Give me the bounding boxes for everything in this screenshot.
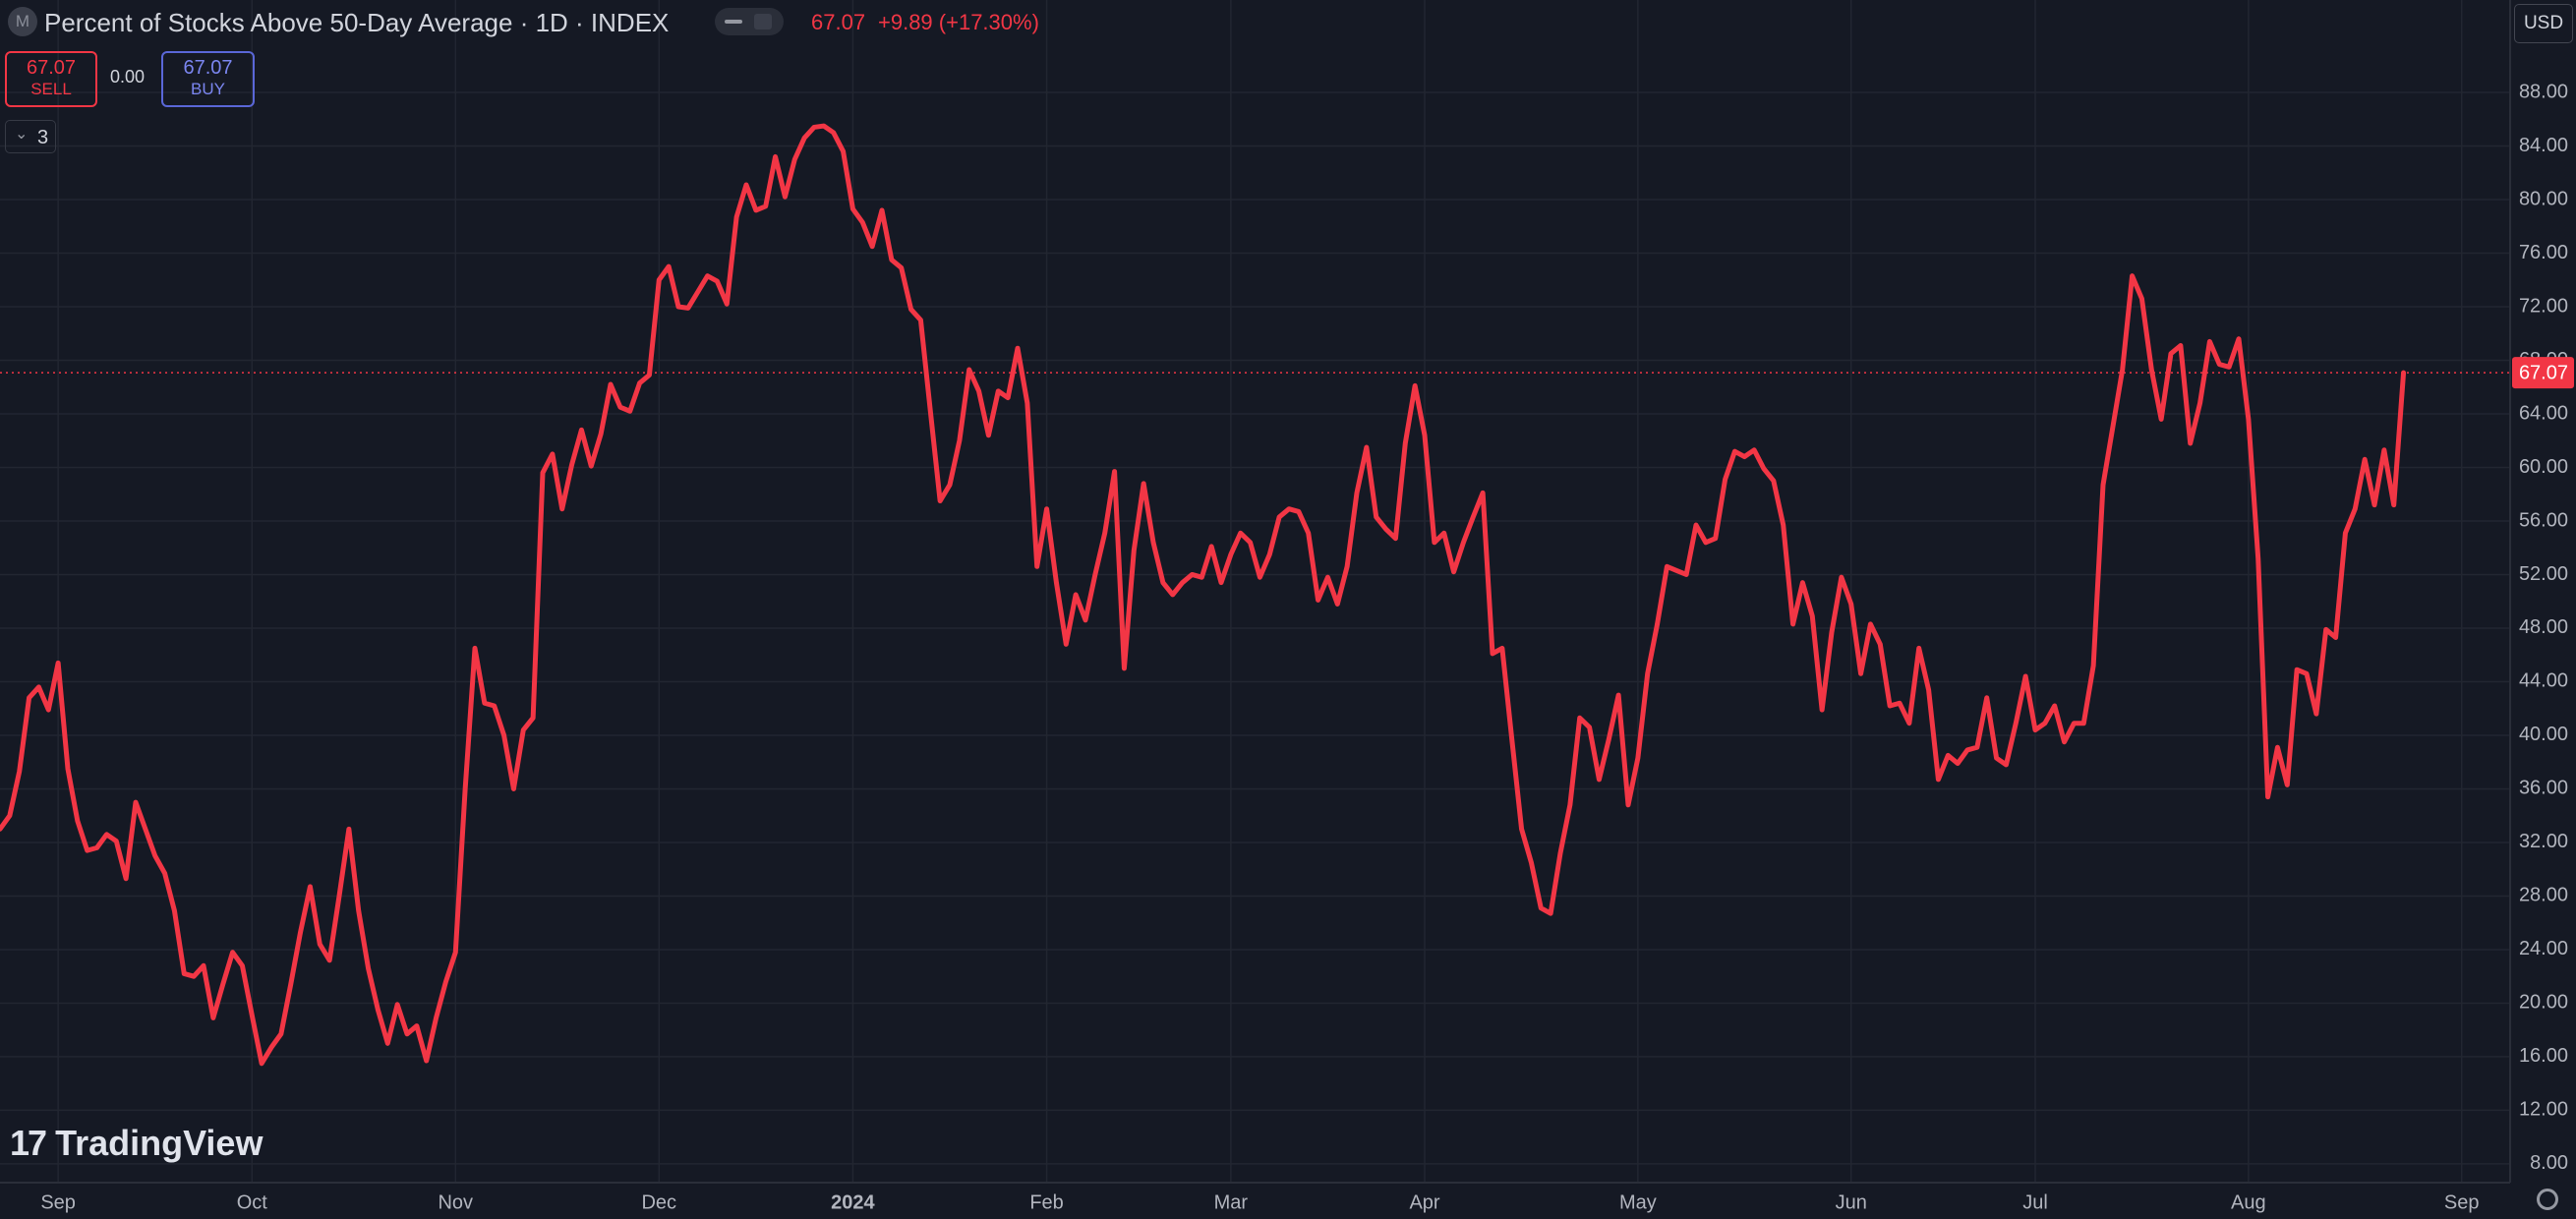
y-tick-label: 48.00 [2519,616,2568,638]
x-tick-label: Apr [1409,1191,1439,1213]
x-tick-label: Feb [1029,1191,1063,1213]
last-price-badge [2512,357,2574,389]
y-tick-label: 32.00 [2519,831,2568,852]
x-tick-label: Oct [237,1191,268,1213]
x-tick-label: Nov [438,1191,473,1213]
y-tick-label: 56.00 [2519,509,2568,531]
y-tick-label: 52.00 [2519,563,2568,585]
y-tick-label: 36.00 [2519,778,2568,799]
x-tick-label: 2024 [831,1191,875,1213]
sell-label: SELL [30,80,72,98]
y-tick-label: 60.00 [2519,456,2568,478]
buy-price: 67.07 [183,57,233,79]
logo-text: TradingView [55,1123,263,1163]
y-tick-label: 24.00 [2519,938,2568,959]
x-tick-label: Mar [1214,1191,1249,1213]
symbol-icon: M [8,7,37,36]
y-tick-label: 64.00 [2519,402,2568,424]
logo: 17 TradingView [10,1123,263,1163]
x-tick-label: Sep [2444,1191,2480,1213]
x-tick-label: Jul [2022,1191,2048,1213]
y-tick-label: 8.00 [2530,1152,2568,1174]
y-tick-label: 80.00 [2519,188,2568,209]
y-tick-label: 20.00 [2519,992,2568,1014]
settings-button[interactable] [2537,1189,2558,1210]
data-line [0,123,2407,1067]
sell-price: 67.07 [26,57,77,79]
buy-button[interactable]: 67.07 BUY [161,51,255,107]
buy-label: BUY [191,80,225,98]
y-tick-label: 44.00 [2519,670,2568,692]
visibility-toggle[interactable] [715,8,784,35]
x-tick-label: May [1619,1191,1657,1213]
sell-button[interactable]: 67.07 SELL [5,51,97,107]
last-price-label: 67.07 [2519,362,2568,383]
y-tick-label: 88.00 [2519,81,2568,102]
y-tick-label: 40.00 [2519,724,2568,745]
y-tick-label: 28.00 [2519,885,2568,906]
x-tick-label: Dec [641,1191,676,1213]
indicators-toggle[interactable]: ⌄ 3 [5,120,56,153]
indicators-count: 3 [37,127,49,148]
chart-title: Percent of Stocks Above 50-Day Average ·… [44,8,670,37]
x-tick-label: Jun [1836,1191,1867,1213]
y-tick-label: 84.00 [2519,135,2568,156]
y-tick-label: 16.00 [2519,1045,2568,1067]
x-tick-label: Sep [40,1191,76,1213]
price-change: +9.89 (+17.30%) [878,10,1039,34]
last-price: 67.07 [811,10,866,34]
y-tick-label: 72.00 [2519,295,2568,317]
spread: 0.00 [110,67,146,87]
currency-button[interactable]: USD [2514,4,2573,43]
y-tick-label: 12.00 [2519,1099,2568,1121]
x-tick-label: Aug [2231,1191,2266,1213]
y-tick-label: 76.00 [2519,242,2568,263]
